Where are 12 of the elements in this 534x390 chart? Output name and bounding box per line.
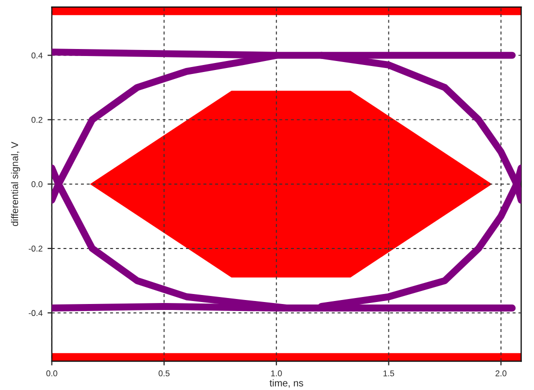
y-tick-label: 0.0 (32, 181, 42, 188)
x-tick-label: 1.0 (271, 370, 282, 376)
y-tick-label: 0.2 (32, 116, 42, 123)
y-axis-title: differential signal, V (11, 142, 20, 226)
x-tick-label: 0.5 (158, 370, 170, 376)
x-tick-label: 2.0 (496, 370, 506, 376)
y-tick-label: -0.4 (28, 310, 43, 316)
x-tick-label: 1.5 (384, 370, 394, 376)
x-tick-label: 0.0 (46, 370, 58, 376)
y-tick-label: 0.4 (32, 52, 43, 58)
x-axis-title: time, ns (270, 379, 304, 388)
y-tick-label: -0.2 (28, 246, 42, 252)
